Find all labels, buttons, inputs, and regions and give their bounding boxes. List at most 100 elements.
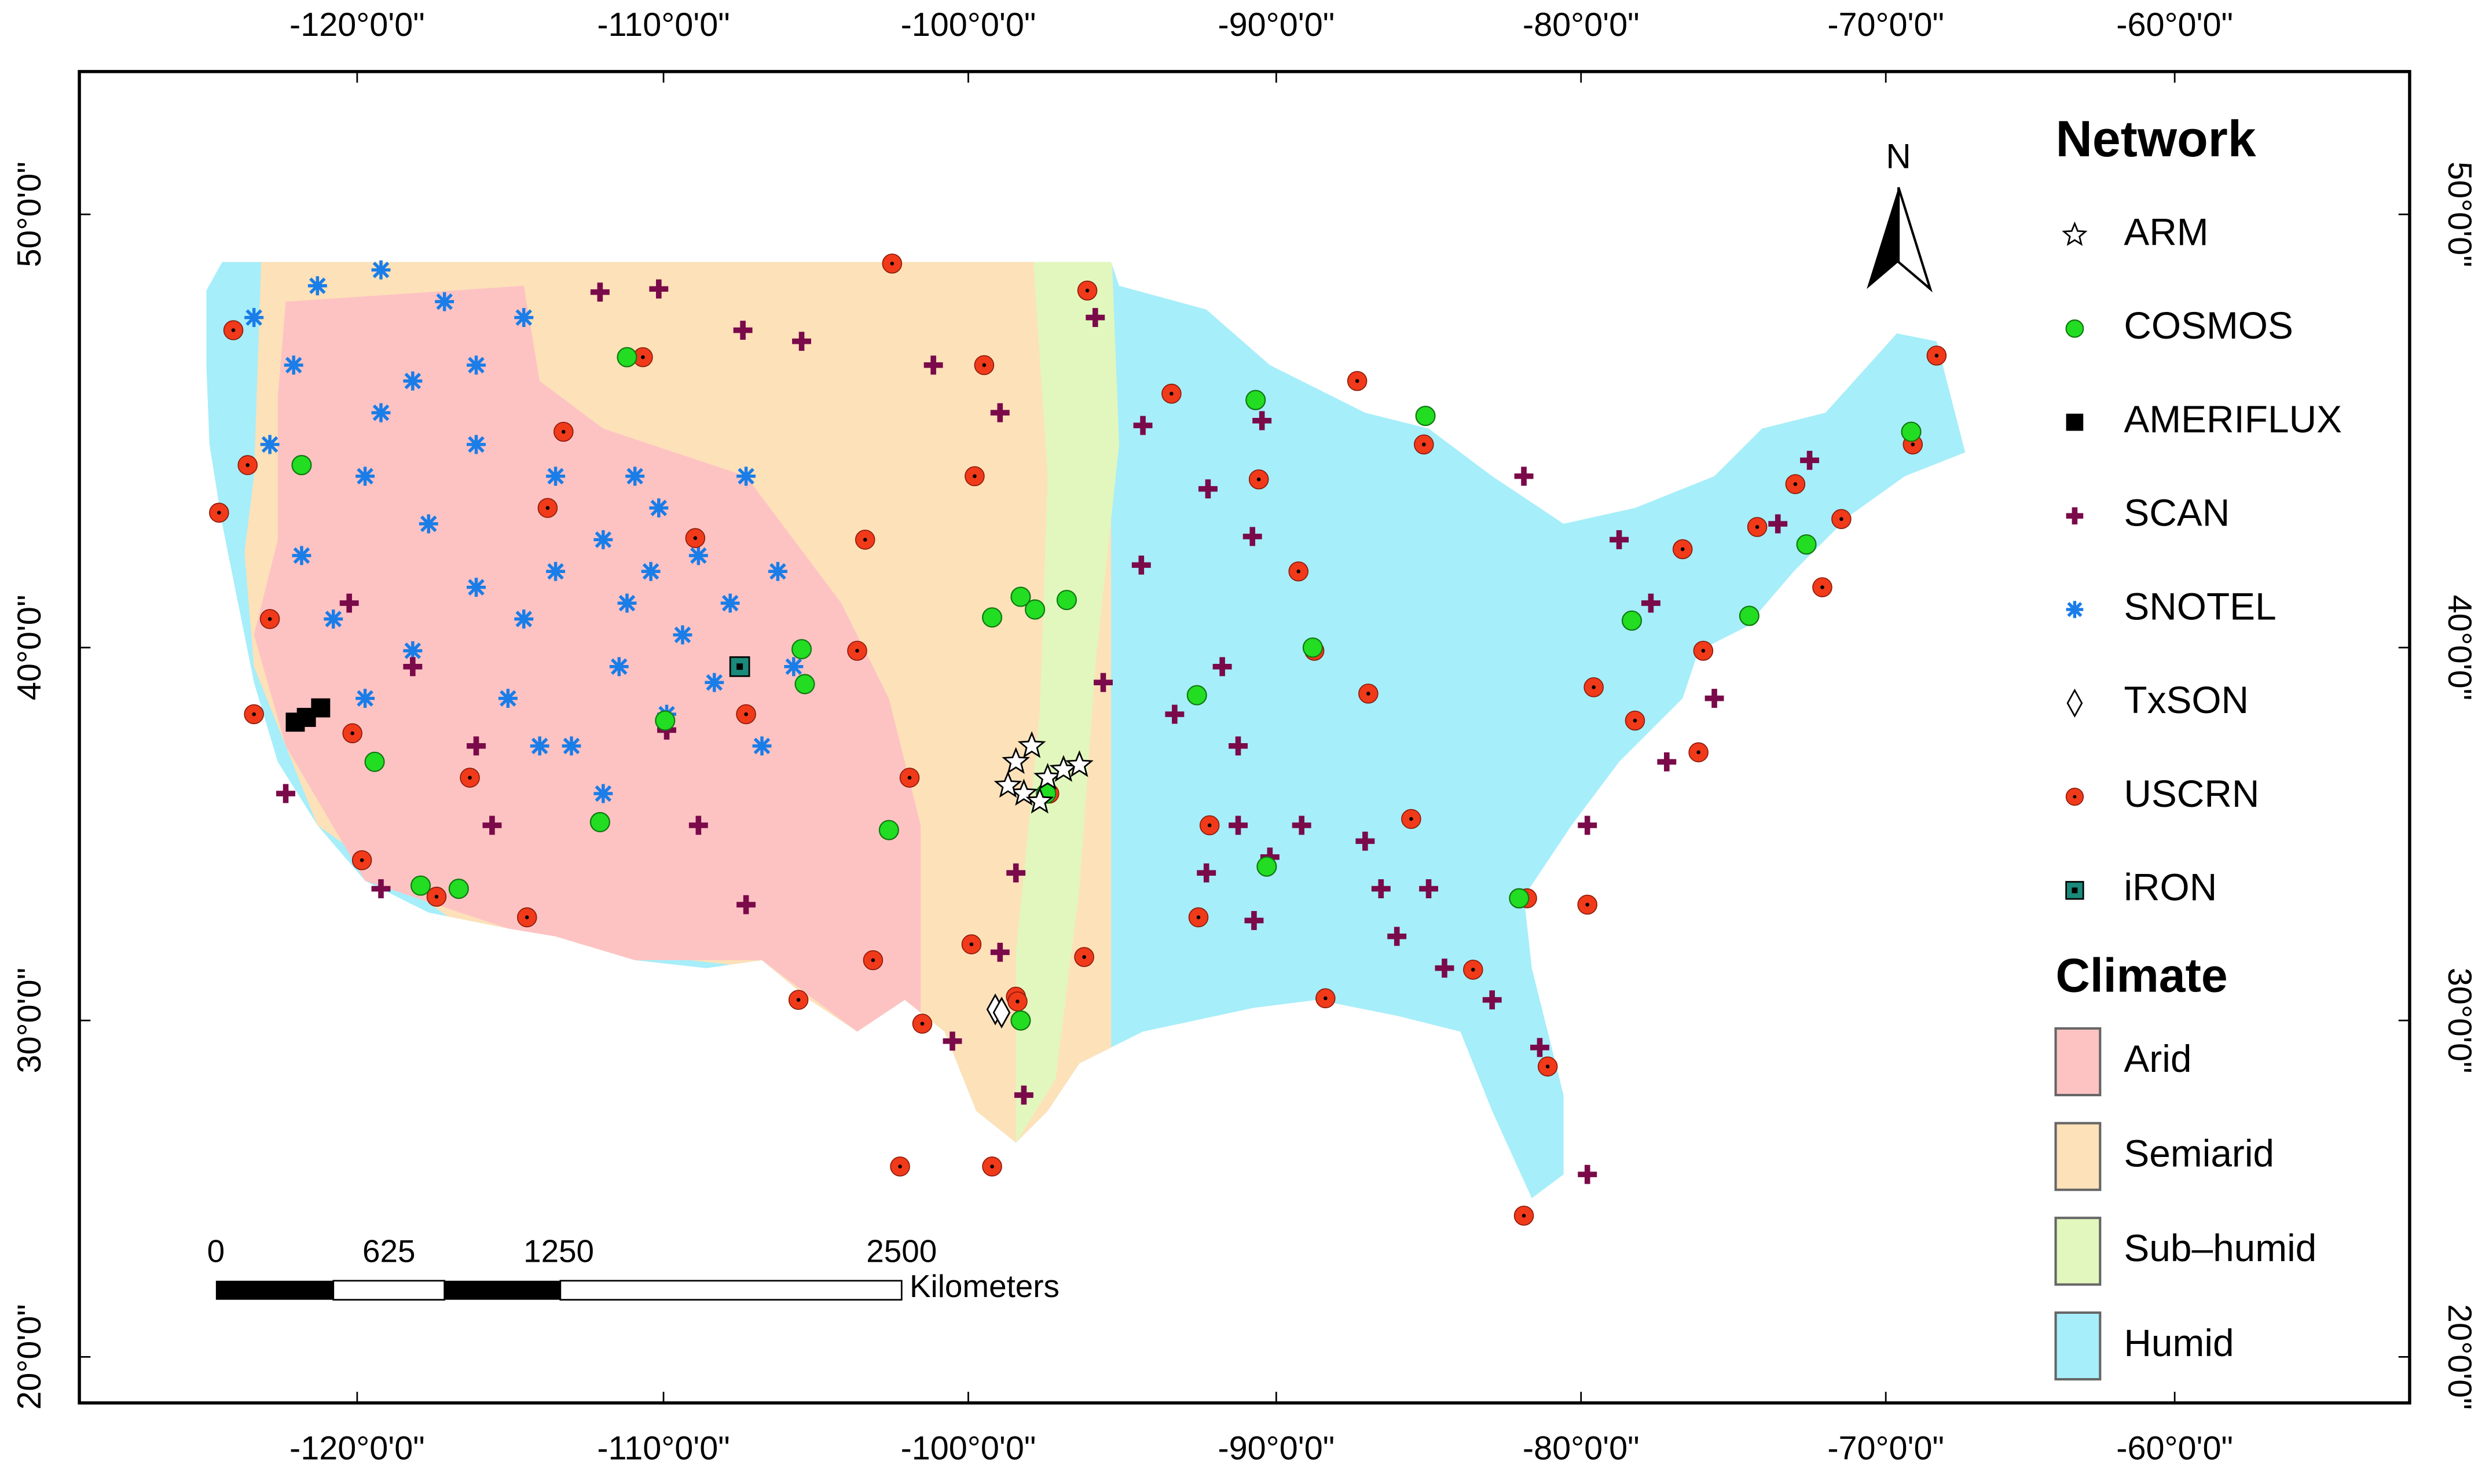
cosmos-marker [410,875,431,896]
scan-marker [1704,689,1724,708]
uscrn-dot [267,617,272,621]
top-tick-label: -80°0'0" [1523,6,1640,43]
legend-label: iRON [2124,866,2217,909]
top-tick-label: -120°0'0" [289,6,425,43]
legend-swatch [2054,1027,2102,1097]
uscrn-dot [898,1165,902,1169]
iron-marker [2065,881,2084,900]
cosmos-marker [1010,586,1031,607]
uscrn-dot [920,1022,925,1026]
snotel-marker [435,292,454,311]
uscrn-dot [231,328,236,332]
snotel-marker [784,657,804,677]
uscrn-dot [1256,477,1261,482]
bottom-tick-label: -60°0'0" [2116,1430,2233,1467]
right-tick-label: 50°0'0" [2441,161,2478,267]
legend-label: COSMOS [2124,304,2293,347]
uscrn-dot [1296,569,1301,574]
bottom-tick-label: -90°0'0" [1218,1430,1335,1467]
snotel-marker [609,657,629,677]
cosmos-marker [1415,406,1436,427]
snotel-marker [467,355,486,375]
arrow-right [1897,187,1933,293]
uscrn-dot [1592,685,1596,689]
uscrn-dot [641,355,645,359]
arm-marker [1017,731,1046,758]
cosmos-marker [448,879,469,899]
snotel-marker [593,530,613,549]
uscrn-dot [2073,795,2077,799]
snotel-marker [562,736,581,756]
scan-marker [1768,514,1788,534]
uscrn-dot [1016,999,1020,1004]
uscrn-dot [1755,525,1759,529]
scan-marker [649,279,669,299]
scan-marker [1530,1038,1549,1057]
right-tick-label: 30°0'0" [2441,968,2478,1074]
cosmos-marker [1186,685,1207,706]
uscrn-dot [245,463,250,467]
snotel-marker [284,355,303,375]
scan-marker [2066,507,2084,525]
snotel-marker [403,371,423,391]
scan-marker [688,816,708,835]
right-tick-label: 40°0'0" [2441,595,2478,701]
snotel-marker [736,466,756,486]
uscrn-dot [1585,902,1589,907]
uscrn-dot [969,942,974,946]
uscrn-dot [1696,750,1700,755]
snotel-marker [688,546,708,565]
cosmos-marker [1302,637,1323,658]
legend-title: Climate [2056,950,2228,1002]
snotel-marker [514,308,534,328]
ameriflux-marker [311,698,331,718]
uscrn-dot [1471,968,1475,972]
uscrn-dot [1522,1214,1526,1218]
cosmos-marker [1509,888,1530,909]
uscrn-dot [1934,354,1939,358]
legend-label: SCAN [2124,491,2230,534]
scan-marker [1610,530,1629,549]
snotel-marker [355,689,375,708]
arm-marker [1010,778,1038,806]
scan-marker [1514,466,1534,486]
scan-marker [1242,527,1262,546]
scan-marker [1482,990,1502,1009]
txson-marker [992,996,1011,1028]
scan-marker [590,282,610,302]
snotel-marker [467,578,486,597]
station-markers [209,254,1947,1226]
left-tick-label: 40°0'0" [11,595,48,701]
top-tick-label: -90°0'0" [1218,6,1335,43]
snotel-marker [768,561,787,581]
legend-label: Semiarid [2124,1132,2274,1175]
uscrn-dot [871,958,875,963]
scan-marker [1006,863,1026,883]
scan-marker [1212,657,1232,677]
scan-marker [482,816,502,835]
cosmos-marker [364,751,385,772]
scan-marker [1244,910,1264,930]
legend-label: ARM [2124,210,2208,253]
uscrn-dot [360,858,364,862]
uscrn-dot [1409,817,1413,821]
uscrn-dot [863,538,867,542]
legend-swatch [2054,1217,2102,1286]
cosmos-marker [1245,390,1266,410]
scan-marker [371,879,391,899]
scale-seg [444,1280,560,1300]
snotel-marker [673,625,692,645]
scan-marker [792,332,812,351]
cosmos-marker [878,820,899,840]
cosmos-marker [2065,319,2084,338]
cosmos-marker [589,811,610,833]
scale-seg [332,1280,446,1301]
bottom-tick-label: -70°0'0" [1827,1430,1944,1467]
cosmos-marker [791,639,812,660]
legend-label: Humid [2124,1321,2234,1364]
cosmos-marker [1025,599,1046,620]
scan-marker [990,403,1010,423]
scan-marker [1165,704,1185,724]
uscrn-dot [1355,379,1359,383]
